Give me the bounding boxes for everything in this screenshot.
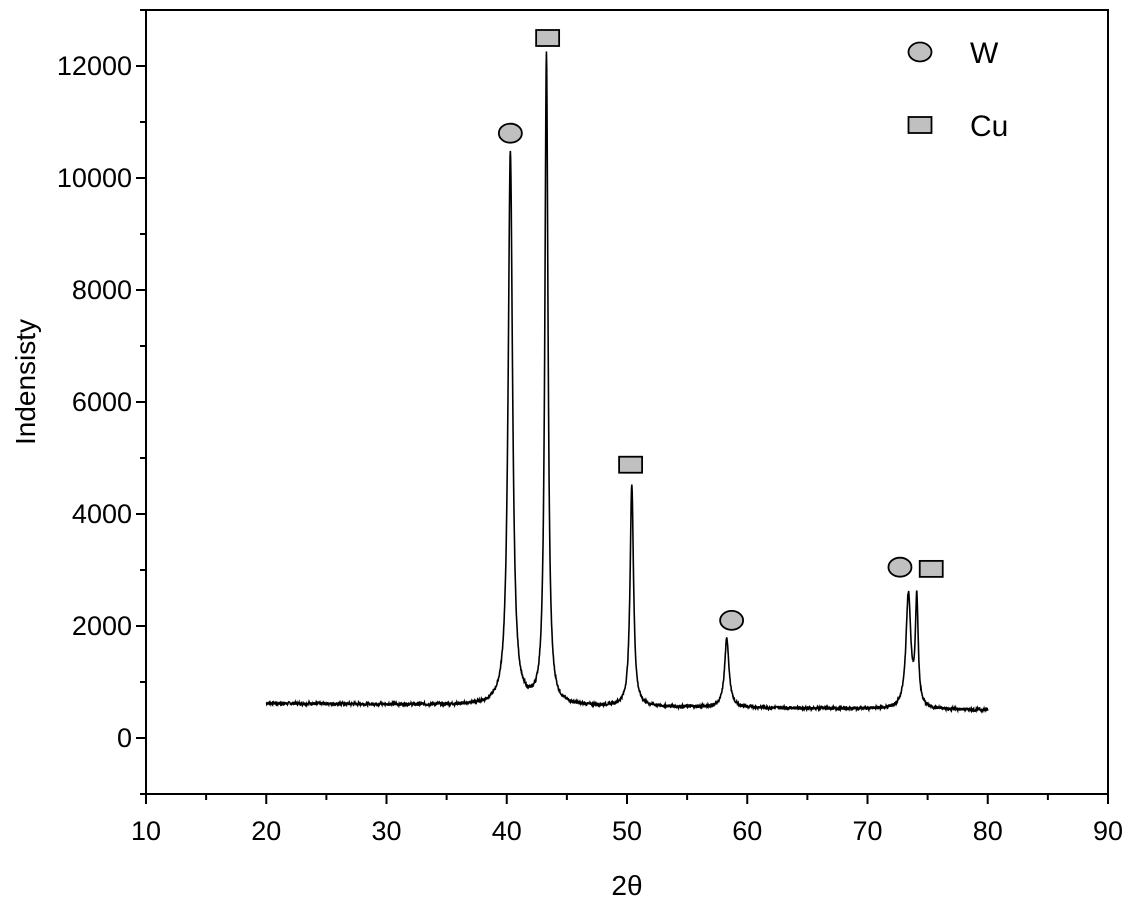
- phase-markers: [499, 30, 943, 630]
- x-axis-title: 2θ: [611, 870, 642, 901]
- x-tick-label: 70: [852, 816, 882, 846]
- x-tick-label: 50: [612, 816, 642, 846]
- diffraction-pattern-line: [266, 51, 988, 711]
- x-tick-label: 30: [371, 816, 401, 846]
- y-tick-label: 6000: [72, 387, 132, 417]
- y-tick-label: 0: [117, 723, 132, 753]
- cu-peak-marker-icon: [536, 30, 559, 46]
- x-tick-label: 20: [251, 816, 281, 846]
- x-tick-label: 80: [973, 816, 1003, 846]
- legend: W Cu: [909, 37, 1009, 143]
- legend-circle-icon: [909, 43, 932, 62]
- y-axis-title: Indensisty: [10, 319, 41, 445]
- y-tick-label: 4000: [72, 499, 132, 529]
- cu-peak-marker-icon: [920, 561, 943, 577]
- x-tick-label: 60: [732, 816, 762, 846]
- w-peak-marker-icon: [888, 558, 911, 577]
- x-tick-label: 90: [1093, 816, 1123, 846]
- y-tick-label: 2000: [72, 611, 132, 641]
- legend-label: Cu: [970, 110, 1008, 143]
- legend-square-icon: [909, 117, 932, 133]
- y-tick-label: 8000: [72, 275, 132, 305]
- w-peak-marker-icon: [720, 611, 743, 630]
- y-axis: 0 2000 4000 6000 8000 10000 12000: [57, 10, 146, 794]
- w-peak-marker-icon: [499, 124, 522, 143]
- x-tick-label: 40: [492, 816, 522, 846]
- legend-label: W: [970, 37, 999, 70]
- y-tick-label: 10000: [57, 163, 132, 193]
- x-tick-label: 10: [131, 816, 161, 846]
- y-tick-label: 12000: [57, 51, 132, 81]
- cu-peak-marker-icon: [619, 457, 642, 473]
- x-axis: 10 20 30 40 50 60 70 80 90: [131, 794, 1123, 846]
